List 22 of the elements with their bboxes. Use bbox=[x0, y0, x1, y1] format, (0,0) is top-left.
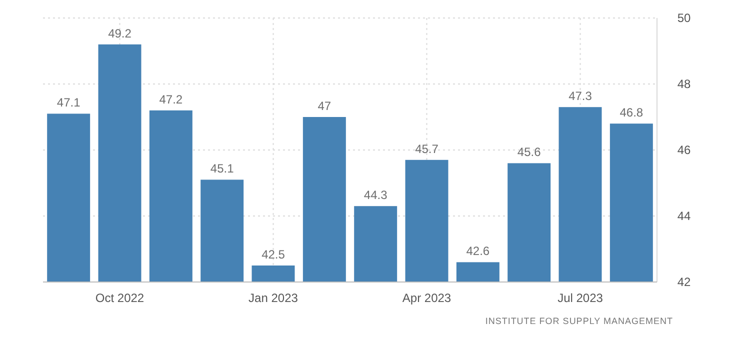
text: INSTITUTE FOR SUPPLY MANAGEMENT bbox=[485, 316, 673, 326]
y-tick-label: 46 bbox=[677, 143, 691, 157]
data-label: 44.3 bbox=[364, 188, 388, 202]
y-tick-label: 48 bbox=[677, 77, 691, 91]
data-label: 45.6 bbox=[517, 145, 542, 160]
data-label: 46.8 bbox=[620, 106, 644, 120]
data-label: 47.2 bbox=[159, 92, 183, 106]
x-tick-label: Apr 2023 bbox=[402, 291, 452, 305]
data-label: 42.5 bbox=[262, 248, 286, 262]
data-label: 45.7 bbox=[415, 142, 439, 156]
y-tick-label: 44 bbox=[677, 209, 691, 223]
data-label: 49.2 bbox=[108, 26, 132, 40]
x-tick-label: Jul 2023 bbox=[558, 291, 604, 305]
data-label: 42.6 bbox=[466, 244, 490, 258]
data-label: 47 bbox=[318, 99, 332, 113]
x-tick-label: Jan 2023 bbox=[248, 291, 298, 305]
y-tick-label: 50 bbox=[677, 11, 691, 25]
data-label: 47.1 bbox=[56, 96, 81, 110]
data-label: 45.1 bbox=[210, 162, 234, 176]
data-label: 47.3 bbox=[568, 89, 592, 104]
x-tick-label: Oct 2022 bbox=[95, 291, 144, 305]
y-tick-label: 42 bbox=[677, 275, 691, 289]
